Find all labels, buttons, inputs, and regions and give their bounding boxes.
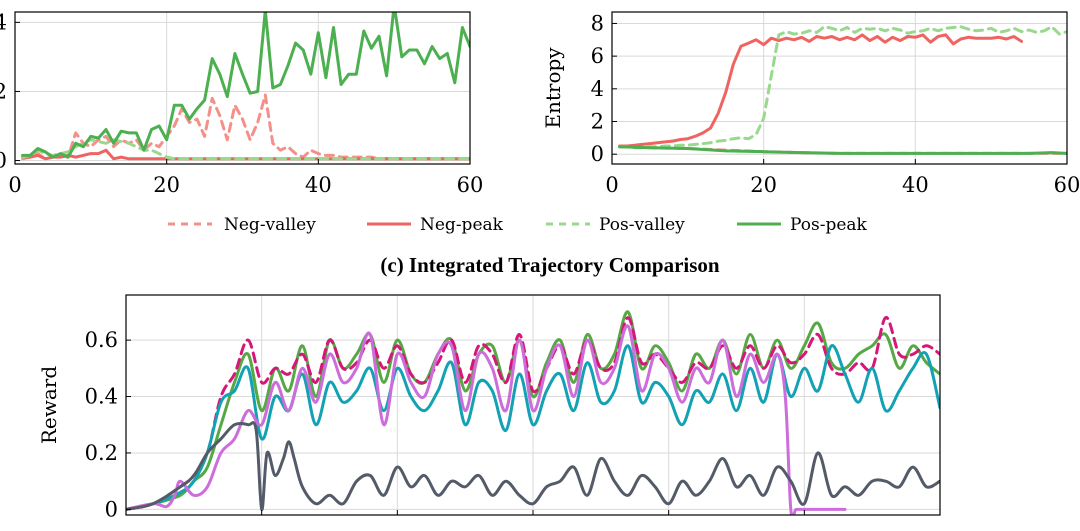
- y-tick-label: 2: [0, 79, 7, 103]
- plot-frame: [611, 11, 1068, 165]
- series-line-neg-valley: [21, 93, 470, 161]
- y-tick-label: 8: [591, 11, 604, 35]
- legend-label-neg-peak: Neg-peak: [420, 215, 504, 235]
- x-tick-label: 20: [750, 173, 777, 197]
- legend-label-pos-valley: Pos-valley: [599, 215, 685, 235]
- y-tick-label: 0.2: [85, 441, 118, 465]
- y-tick-label: 0: [105, 497, 118, 521]
- y-axis-label: Reward: [37, 366, 61, 444]
- x-tick-label: 40: [902, 173, 929, 197]
- x-tick-label: 60: [457, 173, 484, 197]
- series-line-neg-peak: [618, 33, 1023, 148]
- y-tick-label: 0: [591, 142, 604, 166]
- y-tick-label: 0.4: [85, 385, 118, 409]
- top-legend: Neg-valley Neg-peak Pos-valley Pos-peak: [168, 215, 868, 235]
- y-tick-label: 0: [0, 149, 7, 173]
- series-line-pos-peak: [618, 145, 1067, 155]
- series-line-gray: [126, 421, 940, 511]
- legend-label-neg-valley: Neg-valley: [224, 215, 316, 235]
- section-title: (c) Integrated Trajectory Comparison: [380, 253, 720, 277]
- y-axis-label: Entropy: [541, 47, 565, 129]
- panel-right-entropy-chart: 0 20 40 60 0 2 4 6 8 Entropy: [541, 11, 1080, 197]
- x-tick-label: 0: [605, 173, 618, 197]
- series-line-violet: [126, 324, 847, 515]
- y-tick-label: 6: [591, 44, 604, 68]
- y-tick-label: 4: [0, 10, 7, 34]
- series-line-green3: [126, 310, 940, 511]
- x-tick-label: 40: [305, 173, 332, 197]
- series-line-pos-valley: [21, 138, 470, 161]
- legend-label-pos-peak: Pos-peak: [790, 215, 868, 235]
- x-tick-label: 0: [8, 173, 21, 197]
- x-tick-label: 20: [153, 173, 180, 197]
- plot-frame: [14, 11, 471, 165]
- y-tick-label: 2: [591, 110, 604, 134]
- series-line-pos-valley: [618, 25, 1067, 150]
- y-tick-label: 4: [591, 77, 604, 101]
- panel-left-top-chart: 0 20 40 60 0 2 4: [0, 10, 484, 197]
- series-line-pos-peak: [21, 12, 470, 159]
- x-tick-label: 60: [1054, 173, 1080, 197]
- y-tick-label: 0.6: [85, 328, 118, 352]
